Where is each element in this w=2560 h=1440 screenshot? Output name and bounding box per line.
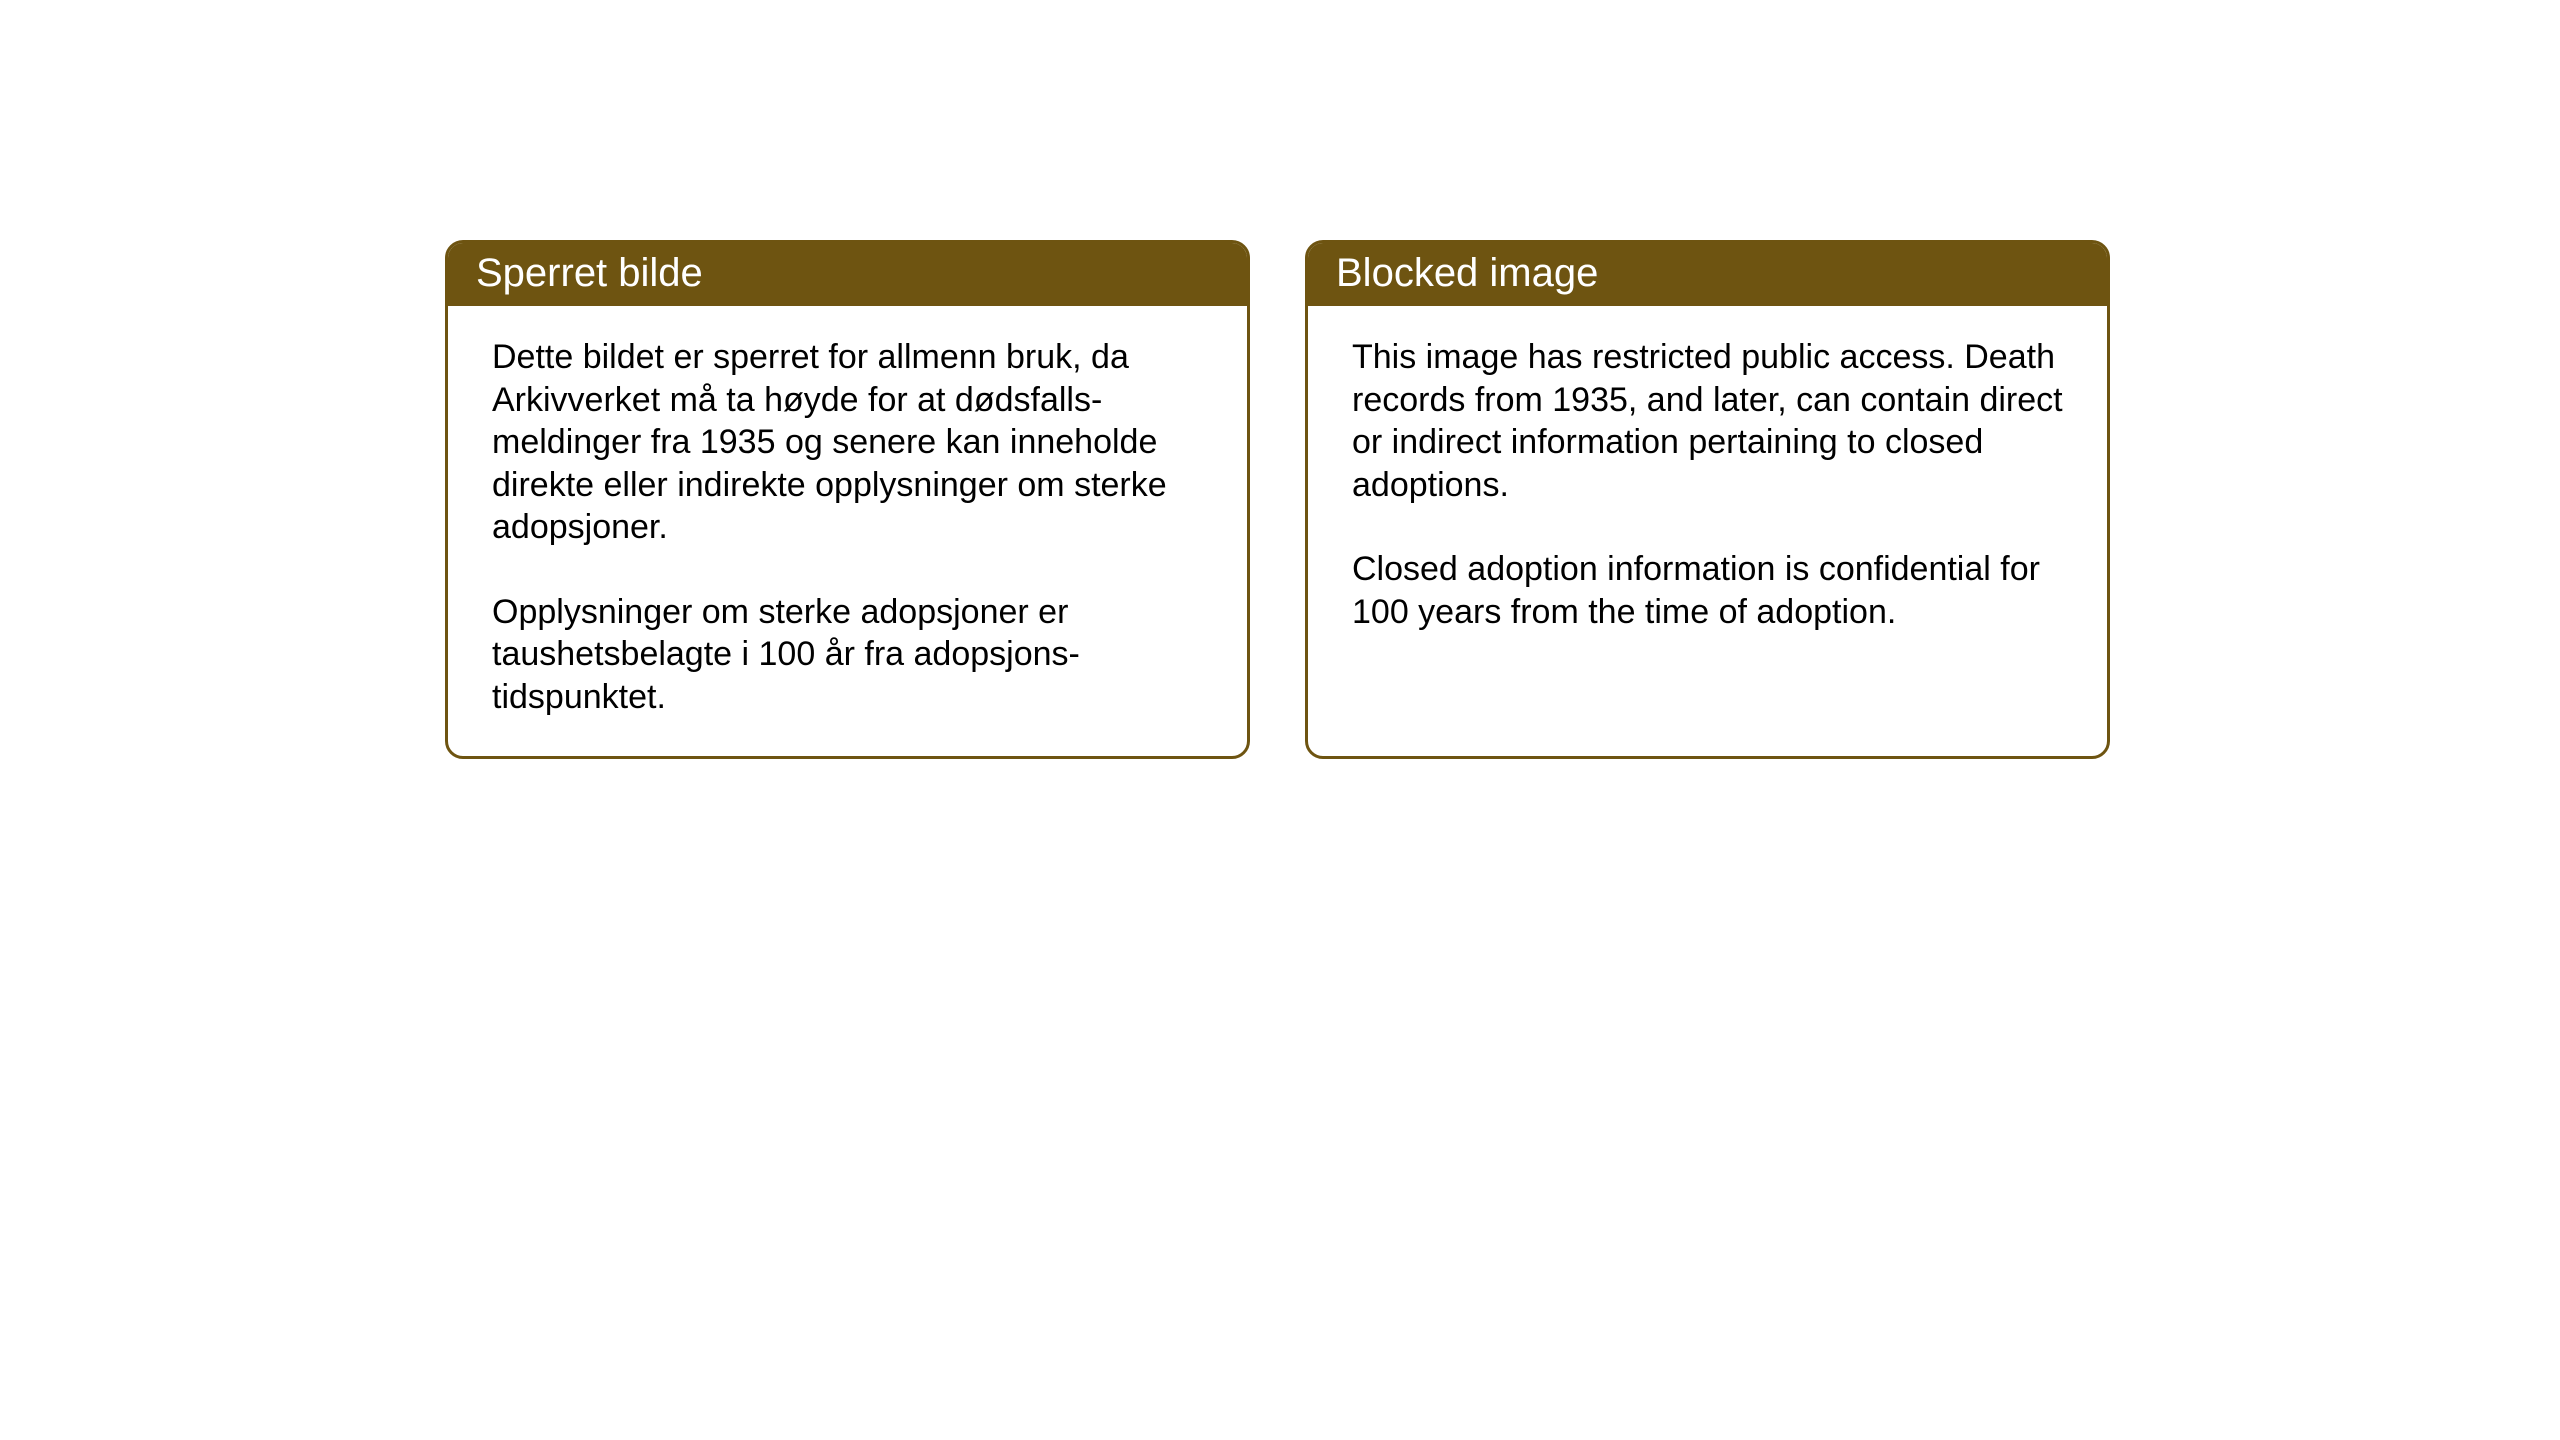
- notice-paragraph-2-norwegian: Opplysninger om sterke adopsjoner er tau…: [492, 591, 1203, 719]
- notice-container: Sperret bilde Dette bildet er sperret fo…: [0, 0, 2560, 759]
- notice-paragraph-1-english: This image has restricted public access.…: [1352, 336, 2063, 506]
- notice-paragraph-2-english: Closed adoption information is confident…: [1352, 548, 2063, 633]
- notice-paragraph-1-norwegian: Dette bildet er sperret for allmenn bruk…: [492, 336, 1203, 549]
- notice-header-norwegian: Sperret bilde: [448, 243, 1247, 306]
- notice-box-norwegian: Sperret bilde Dette bildet er sperret fo…: [445, 240, 1250, 759]
- notice-body-english: This image has restricted public access.…: [1308, 306, 2107, 671]
- notice-body-norwegian: Dette bildet er sperret for allmenn bruk…: [448, 306, 1247, 756]
- notice-header-english: Blocked image: [1308, 243, 2107, 306]
- notice-box-english: Blocked image This image has restricted …: [1305, 240, 2110, 759]
